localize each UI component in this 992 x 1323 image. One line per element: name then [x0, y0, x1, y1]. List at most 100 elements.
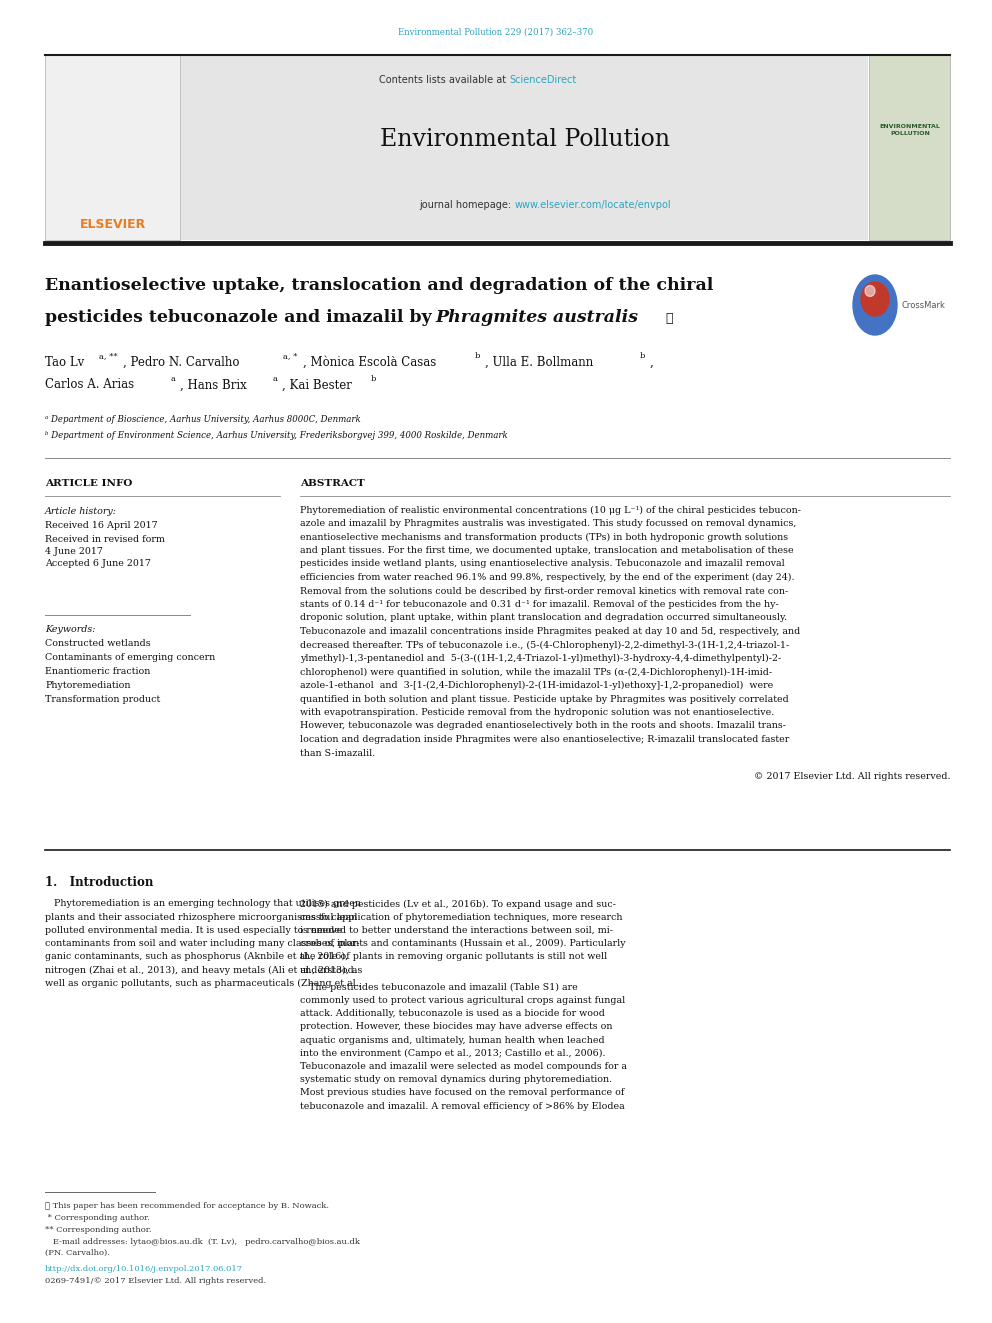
Text: * Corresponding author.: * Corresponding author.: [45, 1215, 150, 1222]
Text: Article history:: Article history:: [45, 508, 117, 516]
Text: Removal from the solutions could be described by first-order removal kinetics wi: Removal from the solutions could be desc…: [300, 586, 789, 595]
Text: , Kai Bester: , Kai Bester: [282, 378, 352, 392]
Text: efficiencies from water reached 96.1% and 99.8%, respectively, by the end of the: efficiencies from water reached 96.1% an…: [300, 573, 795, 582]
Text: attack. Additionally, tebuconazole is used as a biocide for wood: attack. Additionally, tebuconazole is us…: [300, 1009, 605, 1019]
Text: , Mònica Escolà Casas: , Mònica Escolà Casas: [303, 356, 436, 369]
Text: cessful application of phytoremediation techniques, more research: cessful application of phytoremediation …: [300, 913, 623, 922]
Text: systematic study on removal dynamics during phytoremediation.: systematic study on removal dynamics dur…: [300, 1076, 612, 1084]
Text: Constructed wetlands: Constructed wetlands: [45, 639, 151, 648]
Text: polluted environmental media. It is used especially to remove: polluted environmental media. It is used…: [45, 926, 342, 935]
Text: droponic solution, plant uptake, within plant translocation and degradation occu: droponic solution, plant uptake, within …: [300, 614, 787, 623]
Text: However, tebuconazole was degraded enantioselectively both in the roots and shoo: However, tebuconazole was degraded enant…: [300, 721, 786, 730]
Text: ABSTRACT: ABSTRACT: [300, 479, 365, 488]
Text: 0269-7491/© 2017 Elsevier Ltd. All rights reserved.: 0269-7491/© 2017 Elsevier Ltd. All right…: [45, 1277, 266, 1285]
Text: , Ulla E. Bollmann: , Ulla E. Bollmann: [485, 356, 593, 369]
Text: Contents lists available at: Contents lists available at: [379, 75, 510, 85]
Text: decreased thereafter. TPs of tebuconazole i.e., (5-(4-Chlorophenyl)-2,2-dimethyl: decreased thereafter. TPs of tebuconazol…: [300, 640, 790, 650]
Text: Phytoremediation: Phytoremediation: [45, 681, 131, 691]
Text: Received 16 April 2017: Received 16 April 2017: [45, 521, 158, 531]
Text: ylmethyl)-1,3-pentanediol and  5-(3-((1H-1,2,4-Triazol-1-yl)methyl)-3-hydroxy-4,: ylmethyl)-1,3-pentanediol and 5-(3-((1H-…: [300, 654, 782, 663]
Text: ᵃ Department of Bioscience, Aarhus University, Aarhus 8000C, Denmark: ᵃ Department of Bioscience, Aarhus Unive…: [45, 415, 361, 425]
Text: with evapotranspiration. Pesticide removal from the hydroponic solution was not : with evapotranspiration. Pesticide remov…: [300, 708, 774, 717]
Text: b: b: [371, 374, 376, 382]
FancyBboxPatch shape: [869, 56, 950, 239]
Text: Accepted 6 June 2017: Accepted 6 June 2017: [45, 560, 151, 569]
Text: enantioselective mechanisms and transformation products (TPs) in both hydroponic: enantioselective mechanisms and transfor…: [300, 532, 788, 541]
Text: Phytoremediation of realistic environmental concentrations (10 μg L⁻¹) of the ch: Phytoremediation of realistic environmen…: [300, 505, 801, 515]
Text: www.elsevier.com/locate/envpol: www.elsevier.com/locate/envpol: [515, 200, 672, 210]
Text: Carlos A. Arias: Carlos A. Arias: [45, 378, 134, 392]
Ellipse shape: [865, 286, 875, 296]
Text: The pesticides tebuconazole and imazalil (Table S1) are: The pesticides tebuconazole and imazalil…: [300, 983, 577, 992]
Text: CrossMark: CrossMark: [901, 300, 944, 310]
Text: ganic contaminants, such as phosphorus (Aknbile et al., 2016),: ganic contaminants, such as phosphorus (…: [45, 953, 348, 962]
Text: ScienceDirect: ScienceDirect: [510, 75, 576, 85]
Text: Phytoremediation is an emerging technology that utilises green: Phytoremediation is an emerging technolo…: [45, 900, 361, 909]
Text: a: a: [171, 374, 176, 382]
Text: ENVIRONMENTAL
POLLUTION: ENVIRONMENTAL POLLUTION: [880, 124, 940, 135]
Text: http://dx.doi.org/10.1016/j.envpol.2017.06.017: http://dx.doi.org/10.1016/j.envpol.2017.…: [45, 1265, 243, 1273]
Text: , Pedro N. Carvalho: , Pedro N. Carvalho: [123, 356, 239, 369]
Text: (PN. Carvalho).: (PN. Carvalho).: [45, 1249, 110, 1257]
Text: Transformation product: Transformation product: [45, 696, 161, 705]
Text: crobes, plants and contaminants (Hussain et al., 2009). Particularly: crobes, plants and contaminants (Hussain…: [300, 939, 626, 949]
Text: 4 June 2017: 4 June 2017: [45, 546, 103, 556]
Text: b: b: [640, 352, 646, 360]
Text: the role of plants in removing organic pollutants is still not well: the role of plants in removing organic p…: [300, 953, 607, 962]
Text: Keywords:: Keywords:: [45, 626, 95, 635]
Text: Most previous studies have focused on the removal performance of: Most previous studies have focused on th…: [300, 1089, 624, 1097]
Text: into the environment (Campo et al., 2013; Castillo et al., 2006).: into the environment (Campo et al., 2013…: [300, 1049, 605, 1058]
Text: chlorophenol) were quantified in solution, while the imazalil TPs (α-(2,4-Dichlo: chlorophenol) were quantified in solutio…: [300, 667, 772, 676]
Text: , Hans Brix: , Hans Brix: [180, 378, 247, 392]
Text: 2015) and pesticides (Lv et al., 2016b). To expand usage and suc-: 2015) and pesticides (Lv et al., 2016b).…: [300, 900, 616, 909]
FancyBboxPatch shape: [181, 56, 868, 239]
Text: ᵇ Department of Environment Science, Aarhus University, Frederiksborgvej 399, 40: ᵇ Department of Environment Science, Aar…: [45, 431, 508, 441]
Text: Environmental Pollution 229 (2017) 362–370: Environmental Pollution 229 (2017) 362–3…: [399, 28, 593, 37]
Text: ,: ,: [650, 356, 654, 369]
Text: Enantioselective uptake, translocation and degradation of the chiral: Enantioselective uptake, translocation a…: [45, 278, 713, 295]
Text: ** Corresponding author.: ** Corresponding author.: [45, 1226, 152, 1234]
Text: Contaminants of emerging concern: Contaminants of emerging concern: [45, 654, 215, 663]
Text: ELSEVIER: ELSEVIER: [80, 218, 146, 232]
Text: commonly used to protect various agricultural crops against fungal: commonly used to protect various agricul…: [300, 996, 625, 1005]
Text: E-mail addresses: lytao@bios.au.dk  (T. Lv),   pedro.carvalho@bios.au.dk: E-mail addresses: lytao@bios.au.dk (T. L…: [45, 1238, 360, 1246]
Text: a, **: a, **: [99, 352, 118, 360]
Text: © 2017 Elsevier Ltd. All rights reserved.: © 2017 Elsevier Ltd. All rights reserved…: [754, 773, 950, 781]
Text: ★: ★: [665, 311, 673, 324]
Text: pesticides inside wetland plants, using enantioselective analysis. Tebuconazole : pesticides inside wetland plants, using …: [300, 560, 785, 569]
Text: Tao Lv: Tao Lv: [45, 356, 84, 369]
Text: tebuconazole and imazalil. A removal efficiency of >86% by Elodea: tebuconazole and imazalil. A removal eff…: [300, 1102, 625, 1110]
Text: is needed to better understand the interactions between soil, mi-: is needed to better understand the inter…: [300, 926, 613, 935]
Text: Enantiomeric fraction: Enantiomeric fraction: [45, 668, 151, 676]
Text: ★ This paper has been recommended for acceptance by B. Nowack.: ★ This paper has been recommended for ac…: [45, 1203, 329, 1211]
Text: Tebuconazole and imazalil were selected as model compounds for a: Tebuconazole and imazalil were selected …: [300, 1062, 627, 1070]
Text: protection. However, these biocides may have adverse effects on: protection. However, these biocides may …: [300, 1023, 612, 1032]
Text: pesticides tebuconazole and imazalil by: pesticides tebuconazole and imazalil by: [45, 310, 437, 327]
Text: stants of 0.14 d⁻¹ for tebuconazole and 0.31 d⁻¹ for imazalil. Removal of the pe: stants of 0.14 d⁻¹ for tebuconazole and …: [300, 601, 779, 609]
Text: Phragmites australis: Phragmites australis: [435, 310, 638, 327]
Text: well as organic pollutants, such as pharmaceuticals (Zhang et al.,: well as organic pollutants, such as phar…: [45, 979, 362, 988]
Text: 1.   Introduction: 1. Introduction: [45, 876, 154, 889]
Text: a: a: [273, 374, 278, 382]
Text: location and degradation inside Phragmites were also enantioselective; R-imazali: location and degradation inside Phragmit…: [300, 736, 790, 744]
Ellipse shape: [861, 282, 889, 316]
Text: aquatic organisms and, ultimately, human health when leached: aquatic organisms and, ultimately, human…: [300, 1036, 605, 1044]
Text: quantified in both solution and plant tissue. Pesticide uptake by Phragmites was: quantified in both solution and plant ti…: [300, 695, 789, 704]
Text: journal homepage:: journal homepage:: [420, 200, 515, 210]
Text: plants and their associated rhizosphere microorganisms to clean: plants and their associated rhizosphere …: [45, 913, 357, 922]
Text: contaminants from soil and water including many classes of inor-: contaminants from soil and water includi…: [45, 939, 360, 949]
Text: azole-1-ethanol  and  3-[1-(2,4-Dichlorophenyl)-2-(1H-imidazol-1-yl)ethoxy]-1,2-: azole-1-ethanol and 3-[1-(2,4-Dichloroph…: [300, 681, 773, 691]
Text: Environmental Pollution: Environmental Pollution: [380, 128, 670, 152]
Text: Tebuconazole and imazalil concentrations inside Phragmites peaked at day 10 and : Tebuconazole and imazalil concentrations…: [300, 627, 801, 636]
Text: understood.: understood.: [300, 966, 358, 975]
Text: Received in revised form: Received in revised form: [45, 534, 165, 544]
Text: azole and imazalil by Phragmites australis was investigated. This study focussed: azole and imazalil by Phragmites austral…: [300, 519, 797, 528]
Text: b: b: [475, 352, 480, 360]
Text: nitrogen (Zhai et al., 2013), and heavy metals (Ali et al., 2013), as: nitrogen (Zhai et al., 2013), and heavy …: [45, 966, 362, 975]
Ellipse shape: [853, 275, 897, 335]
Text: than S-imazalil.: than S-imazalil.: [300, 749, 375, 758]
Text: a, *: a, *: [283, 352, 298, 360]
FancyBboxPatch shape: [45, 56, 180, 239]
Text: ARTICLE INFO: ARTICLE INFO: [45, 479, 132, 488]
Text: and plant tissues. For the first time, we documented uptake, translocation and m: and plant tissues. For the first time, w…: [300, 546, 794, 556]
